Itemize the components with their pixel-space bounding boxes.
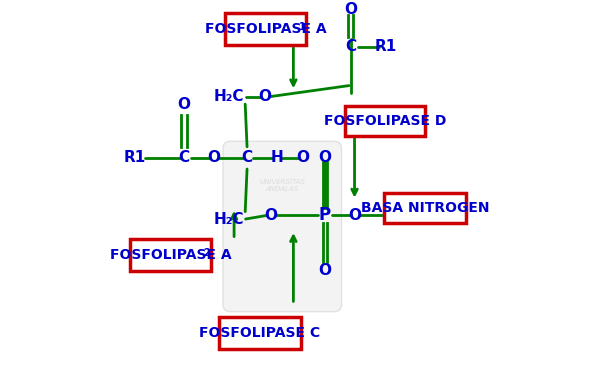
Text: UNIVERSITAS
ANDALAS: UNIVERSITAS ANDALAS [259, 179, 305, 192]
Text: C: C [242, 150, 253, 165]
Text: P: P [319, 206, 331, 224]
Text: FOSFOLIPASE A: FOSFOLIPASE A [205, 22, 326, 36]
Text: 1: 1 [298, 22, 305, 32]
FancyBboxPatch shape [223, 141, 342, 312]
Text: O: O [344, 2, 357, 17]
Text: R1: R1 [374, 39, 396, 54]
Text: FOSFOLIPASE D: FOSFOLIPASE D [324, 114, 446, 128]
Text: O: O [265, 208, 278, 223]
Text: O: O [319, 150, 331, 165]
Text: O: O [348, 208, 361, 223]
FancyBboxPatch shape [384, 193, 466, 223]
FancyBboxPatch shape [130, 239, 211, 271]
Text: FOSFOLIPASE C: FOSFOLIPASE C [200, 326, 320, 340]
Text: H₂C: H₂C [213, 89, 244, 104]
Text: C: C [178, 150, 189, 165]
Text: H: H [270, 150, 283, 165]
Text: O: O [258, 89, 272, 104]
Text: O: O [207, 150, 220, 165]
Text: R1: R1 [124, 150, 146, 165]
FancyBboxPatch shape [219, 317, 301, 349]
Text: O: O [296, 150, 309, 165]
FancyBboxPatch shape [345, 106, 425, 136]
Text: BASA NITROGEN: BASA NITROGEN [361, 201, 489, 215]
Text: O: O [319, 263, 331, 278]
Text: H₂C: H₂C [213, 211, 244, 227]
Text: O: O [178, 96, 191, 112]
FancyBboxPatch shape [225, 13, 306, 45]
Text: 2: 2 [203, 248, 210, 258]
Text: C: C [345, 39, 356, 54]
Text: FOSFOLIPASE A: FOSFOLIPASE A [110, 248, 231, 262]
